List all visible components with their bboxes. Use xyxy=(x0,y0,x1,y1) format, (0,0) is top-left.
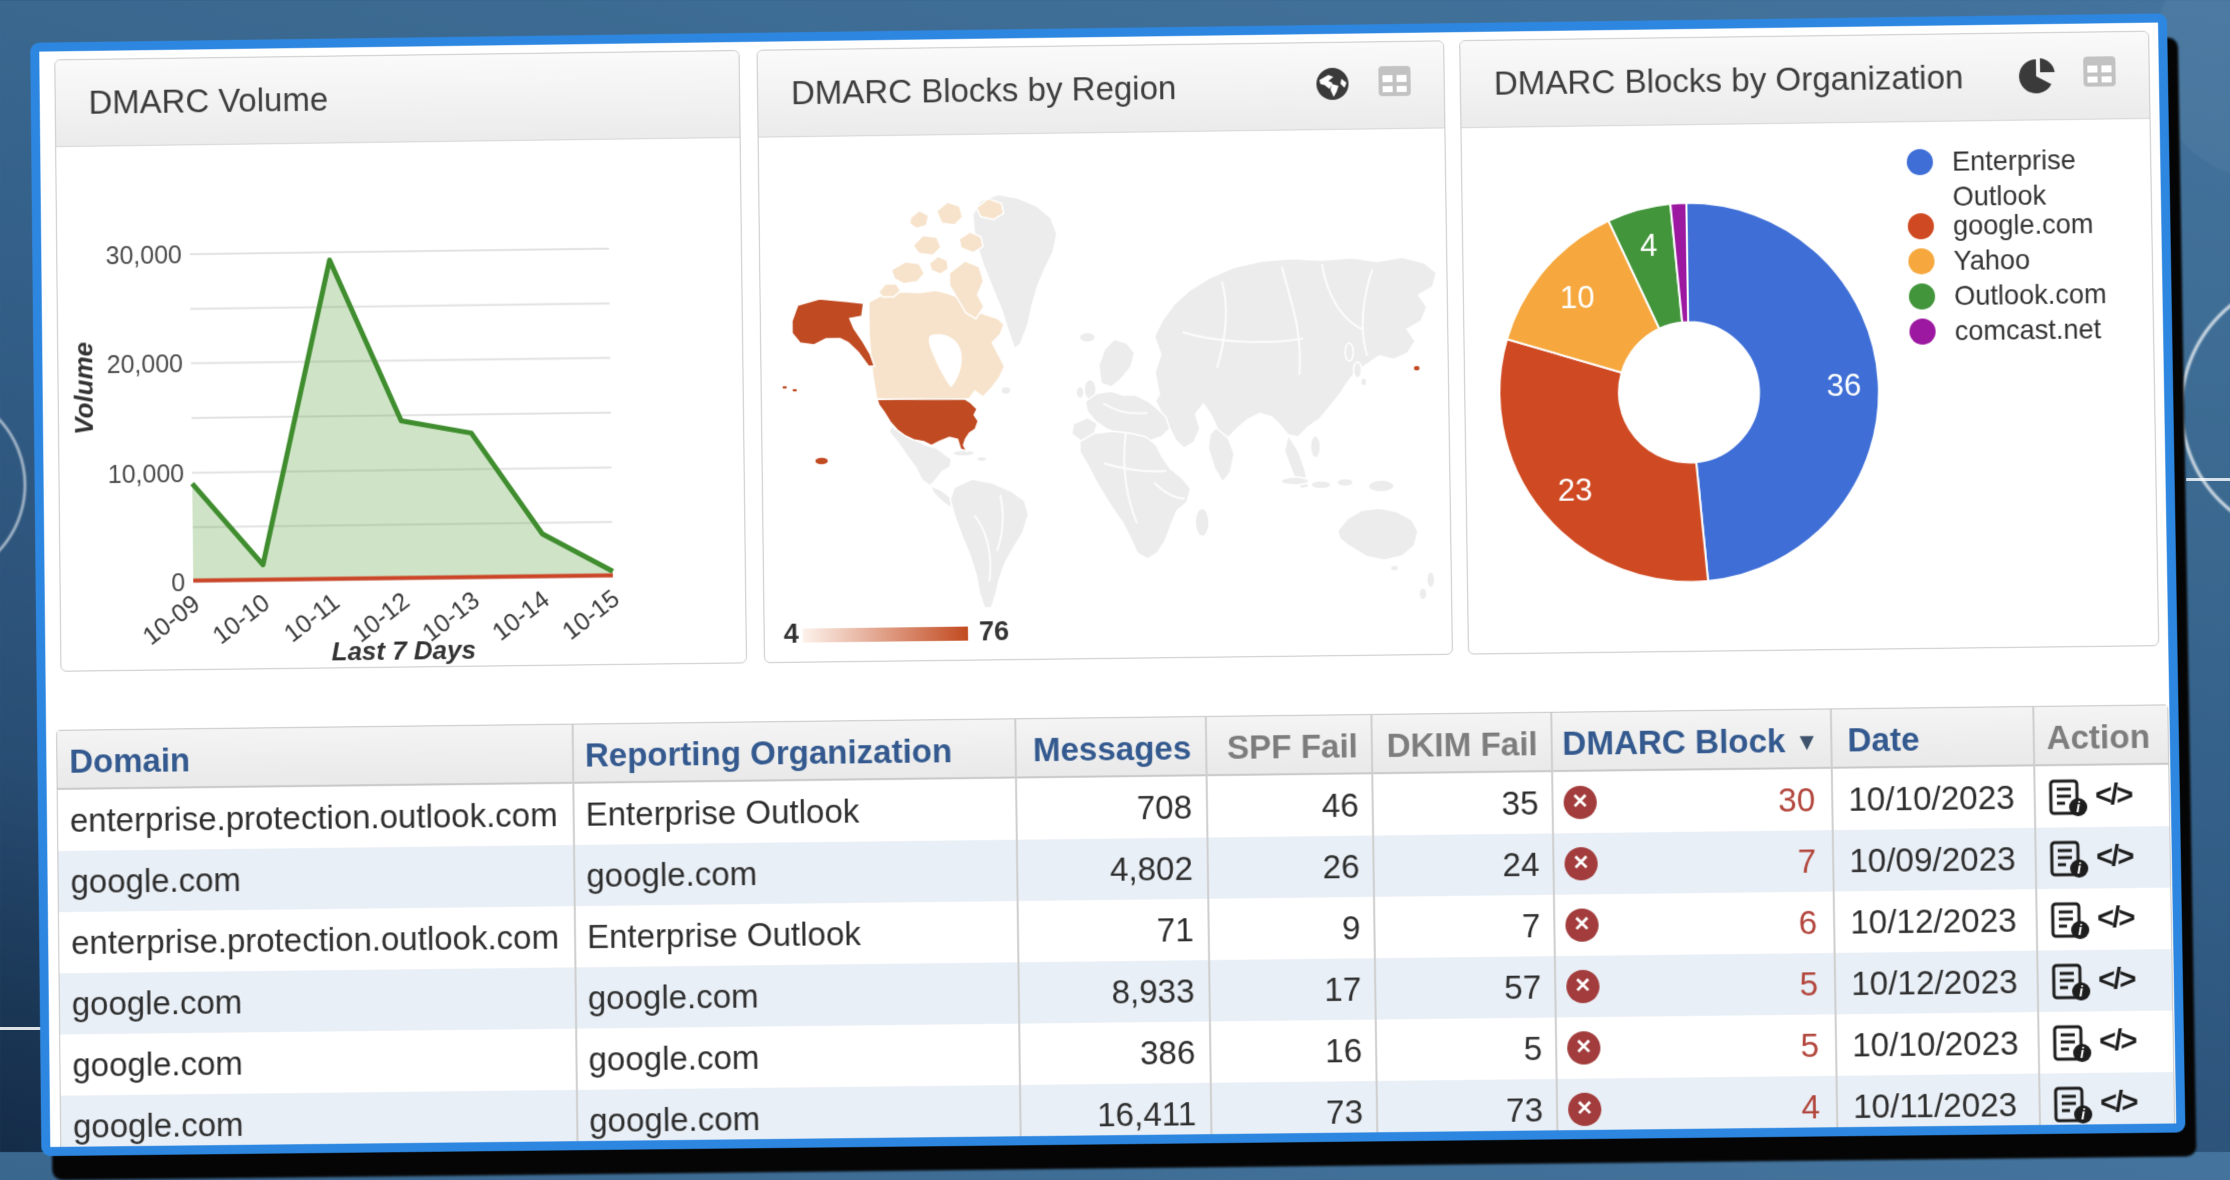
svg-text:36: 36 xyxy=(1826,367,1861,403)
svg-text:10-14: 10-14 xyxy=(487,585,555,647)
svg-text:4: 4 xyxy=(784,619,799,649)
svg-text:76: 76 xyxy=(979,616,1009,647)
svg-text:Outlook: Outlook xyxy=(1952,180,2047,211)
svg-text:23: 23 xyxy=(1558,472,1593,508)
svg-text:comcast.net: comcast.net xyxy=(1954,314,2101,346)
svg-text:10: 10 xyxy=(1560,280,1595,316)
svg-text:google.com: google.com xyxy=(1953,209,2094,241)
svg-text:4: 4 xyxy=(1640,228,1658,263)
svg-text:20,000: 20,000 xyxy=(107,350,184,379)
svg-text:Outlook.com: Outlook.com xyxy=(1954,279,2107,311)
svg-text:Volume: Volume xyxy=(70,342,99,435)
svg-text:Last 7 Days: Last 7 Days xyxy=(331,637,476,667)
svg-text:30,000: 30,000 xyxy=(106,241,182,270)
svg-text:10,000: 10,000 xyxy=(108,460,185,489)
svg-text:10-15: 10-15 xyxy=(557,584,625,645)
svg-text:Yahoo: Yahoo xyxy=(1953,245,2030,276)
svg-text:10-09: 10-09 xyxy=(138,589,206,650)
svg-text:10-10: 10-10 xyxy=(207,589,275,650)
svg-text:Enterprise: Enterprise xyxy=(1952,145,2076,177)
